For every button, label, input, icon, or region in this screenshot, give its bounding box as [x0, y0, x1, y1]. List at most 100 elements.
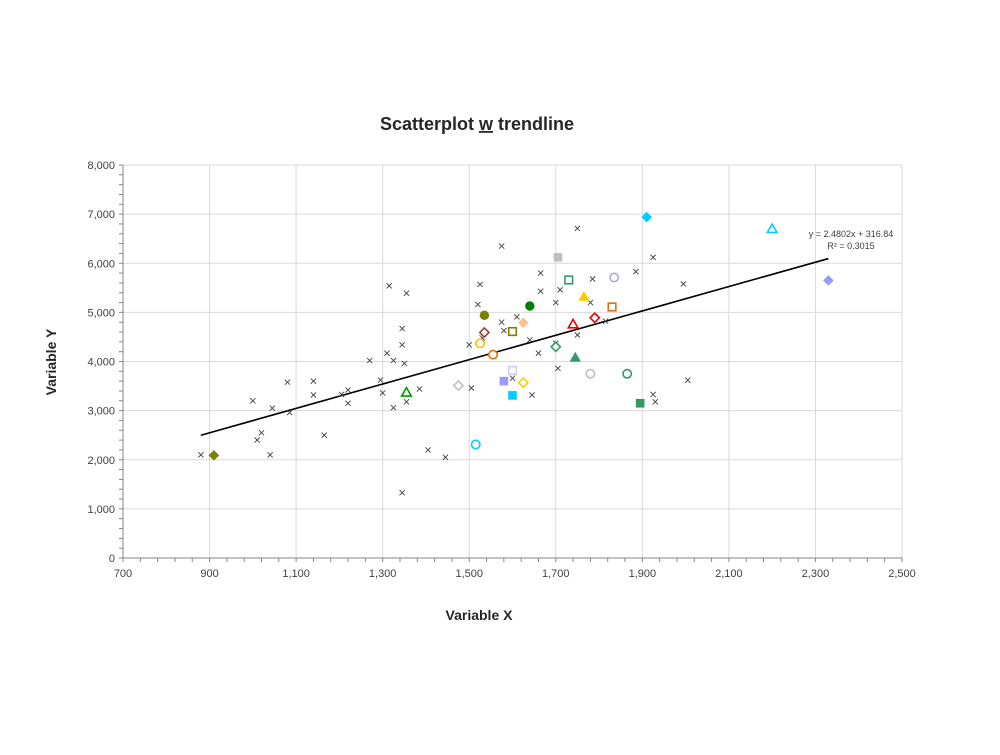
data-point-cross [310, 378, 317, 385]
data-point-square [507, 365, 518, 375]
data-point-cross [384, 350, 390, 357]
data-point-cross [425, 447, 432, 453]
data-point-circle [470, 439, 481, 450]
data-point-cross [403, 398, 410, 405]
data-point-triangle [400, 386, 413, 397]
y-tick-label: 2,000 [87, 455, 115, 467]
data-point-diamond [517, 376, 530, 389]
data-point-square [607, 302, 617, 312]
data-point-cross [652, 398, 659, 405]
data-point-cross [574, 332, 581, 338]
y-tick-label: 4,000 [87, 357, 115, 369]
data-point-cross [680, 280, 687, 287]
data-point-circle [622, 368, 633, 379]
data-point-cross [390, 357, 397, 364]
data-point-diamond [823, 275, 834, 286]
x-tick-label: 2,100 [715, 568, 743, 580]
data-point-cross [399, 489, 406, 496]
data-point-circle [525, 301, 535, 311]
x-tick-label: 2,300 [802, 568, 830, 580]
data-point-cross [466, 341, 473, 348]
x-tick-label: 700 [114, 568, 132, 580]
y-tick-label: 8,000 [87, 160, 115, 172]
y-tick-label: 1,000 [87, 504, 115, 516]
data-point-square [635, 398, 645, 408]
data-point-cross [390, 404, 397, 411]
trendline-r-squared: R² = 0.3015 [827, 241, 874, 251]
trendline-group [200, 257, 829, 436]
data-point-triangle [765, 222, 779, 234]
gridlines [123, 164, 903, 558]
data-point-cross [574, 225, 581, 232]
data-point-cross [321, 432, 328, 439]
data-point-cross [286, 409, 293, 416]
data-point-cross [258, 429, 265, 436]
data-point-diamond [550, 341, 562, 353]
data-point-diamond [478, 326, 491, 339]
data-point-circle [585, 368, 596, 379]
x-tick-label: 2,500 [888, 568, 916, 580]
data-point-triangle [578, 290, 590, 301]
x-tick-label: 1,900 [629, 568, 657, 580]
x-tick-label: 1,500 [455, 568, 483, 580]
data-point-square [507, 326, 518, 337]
y-tick-label: 7,000 [87, 209, 115, 221]
data-point-diamond [208, 450, 220, 461]
data-point-square [564, 275, 574, 285]
data-point-diamond [518, 317, 529, 328]
y-tick-label: 5,000 [87, 307, 115, 319]
data-point-cross [269, 405, 276, 412]
data-point-cross [401, 360, 408, 367]
data-point-circle [488, 349, 499, 360]
x-tick-label: 900 [200, 568, 218, 580]
data-point-cross [632, 268, 639, 275]
data-point-cross [249, 397, 256, 404]
data-point-triangle [566, 317, 580, 329]
data-point-diamond [641, 211, 652, 223]
data-point-cross [310, 391, 317, 398]
data-point-cross [345, 400, 351, 407]
data-point-cross [379, 390, 386, 396]
data-point-cross [650, 391, 657, 398]
y-axis-title: Variable Y [43, 328, 59, 395]
data-point-cross [366, 357, 373, 364]
data-point-cross [377, 377, 384, 384]
data-point-circle [475, 338, 486, 349]
trendline-equation: y = 2.4802x + 316.84 [809, 229, 894, 239]
data-point-cross [477, 281, 483, 288]
chart-title: Scatterplot w trendline [380, 114, 574, 134]
y-tick-label: 6,000 [87, 258, 115, 270]
data-point-cross [386, 282, 393, 289]
chart-title-suffix: trendline [493, 114, 574, 134]
data-point-cross [529, 391, 535, 398]
data-point-cross [468, 385, 475, 391]
data-point-cross [399, 325, 406, 332]
data-point-cross [602, 318, 609, 325]
data-point-cross [254, 437, 261, 444]
data-point-cross [684, 377, 691, 384]
data-point-cross [416, 386, 423, 392]
data-points [197, 211, 834, 496]
x-tick-label: 1,300 [369, 568, 397, 580]
data-point-cross [197, 451, 204, 458]
data-point-cross [345, 387, 351, 393]
trendline [200, 257, 829, 436]
data-point-cross [537, 288, 544, 295]
data-point-cross [284, 379, 291, 386]
tick-labels: 700 900 1,100 1,300 1,500 1,700 1,900 2,100 2,30… [87, 160, 915, 580]
data-point-cross [403, 290, 410, 297]
data-point-cross [555, 365, 561, 372]
data-point-cross [509, 375, 516, 382]
chart-title-underlined: w [478, 114, 494, 134]
data-point-cross [650, 254, 657, 261]
data-point-cross [267, 451, 274, 458]
data-point-square [508, 391, 517, 400]
data-point-circle [479, 310, 490, 321]
data-point-diamond [452, 379, 465, 392]
data-point-cross [442, 454, 449, 461]
x-tick-label: 1,700 [542, 568, 570, 580]
axes [119, 164, 903, 562]
y-tick-label: 0 [109, 553, 115, 565]
data-point-circle [609, 272, 620, 283]
